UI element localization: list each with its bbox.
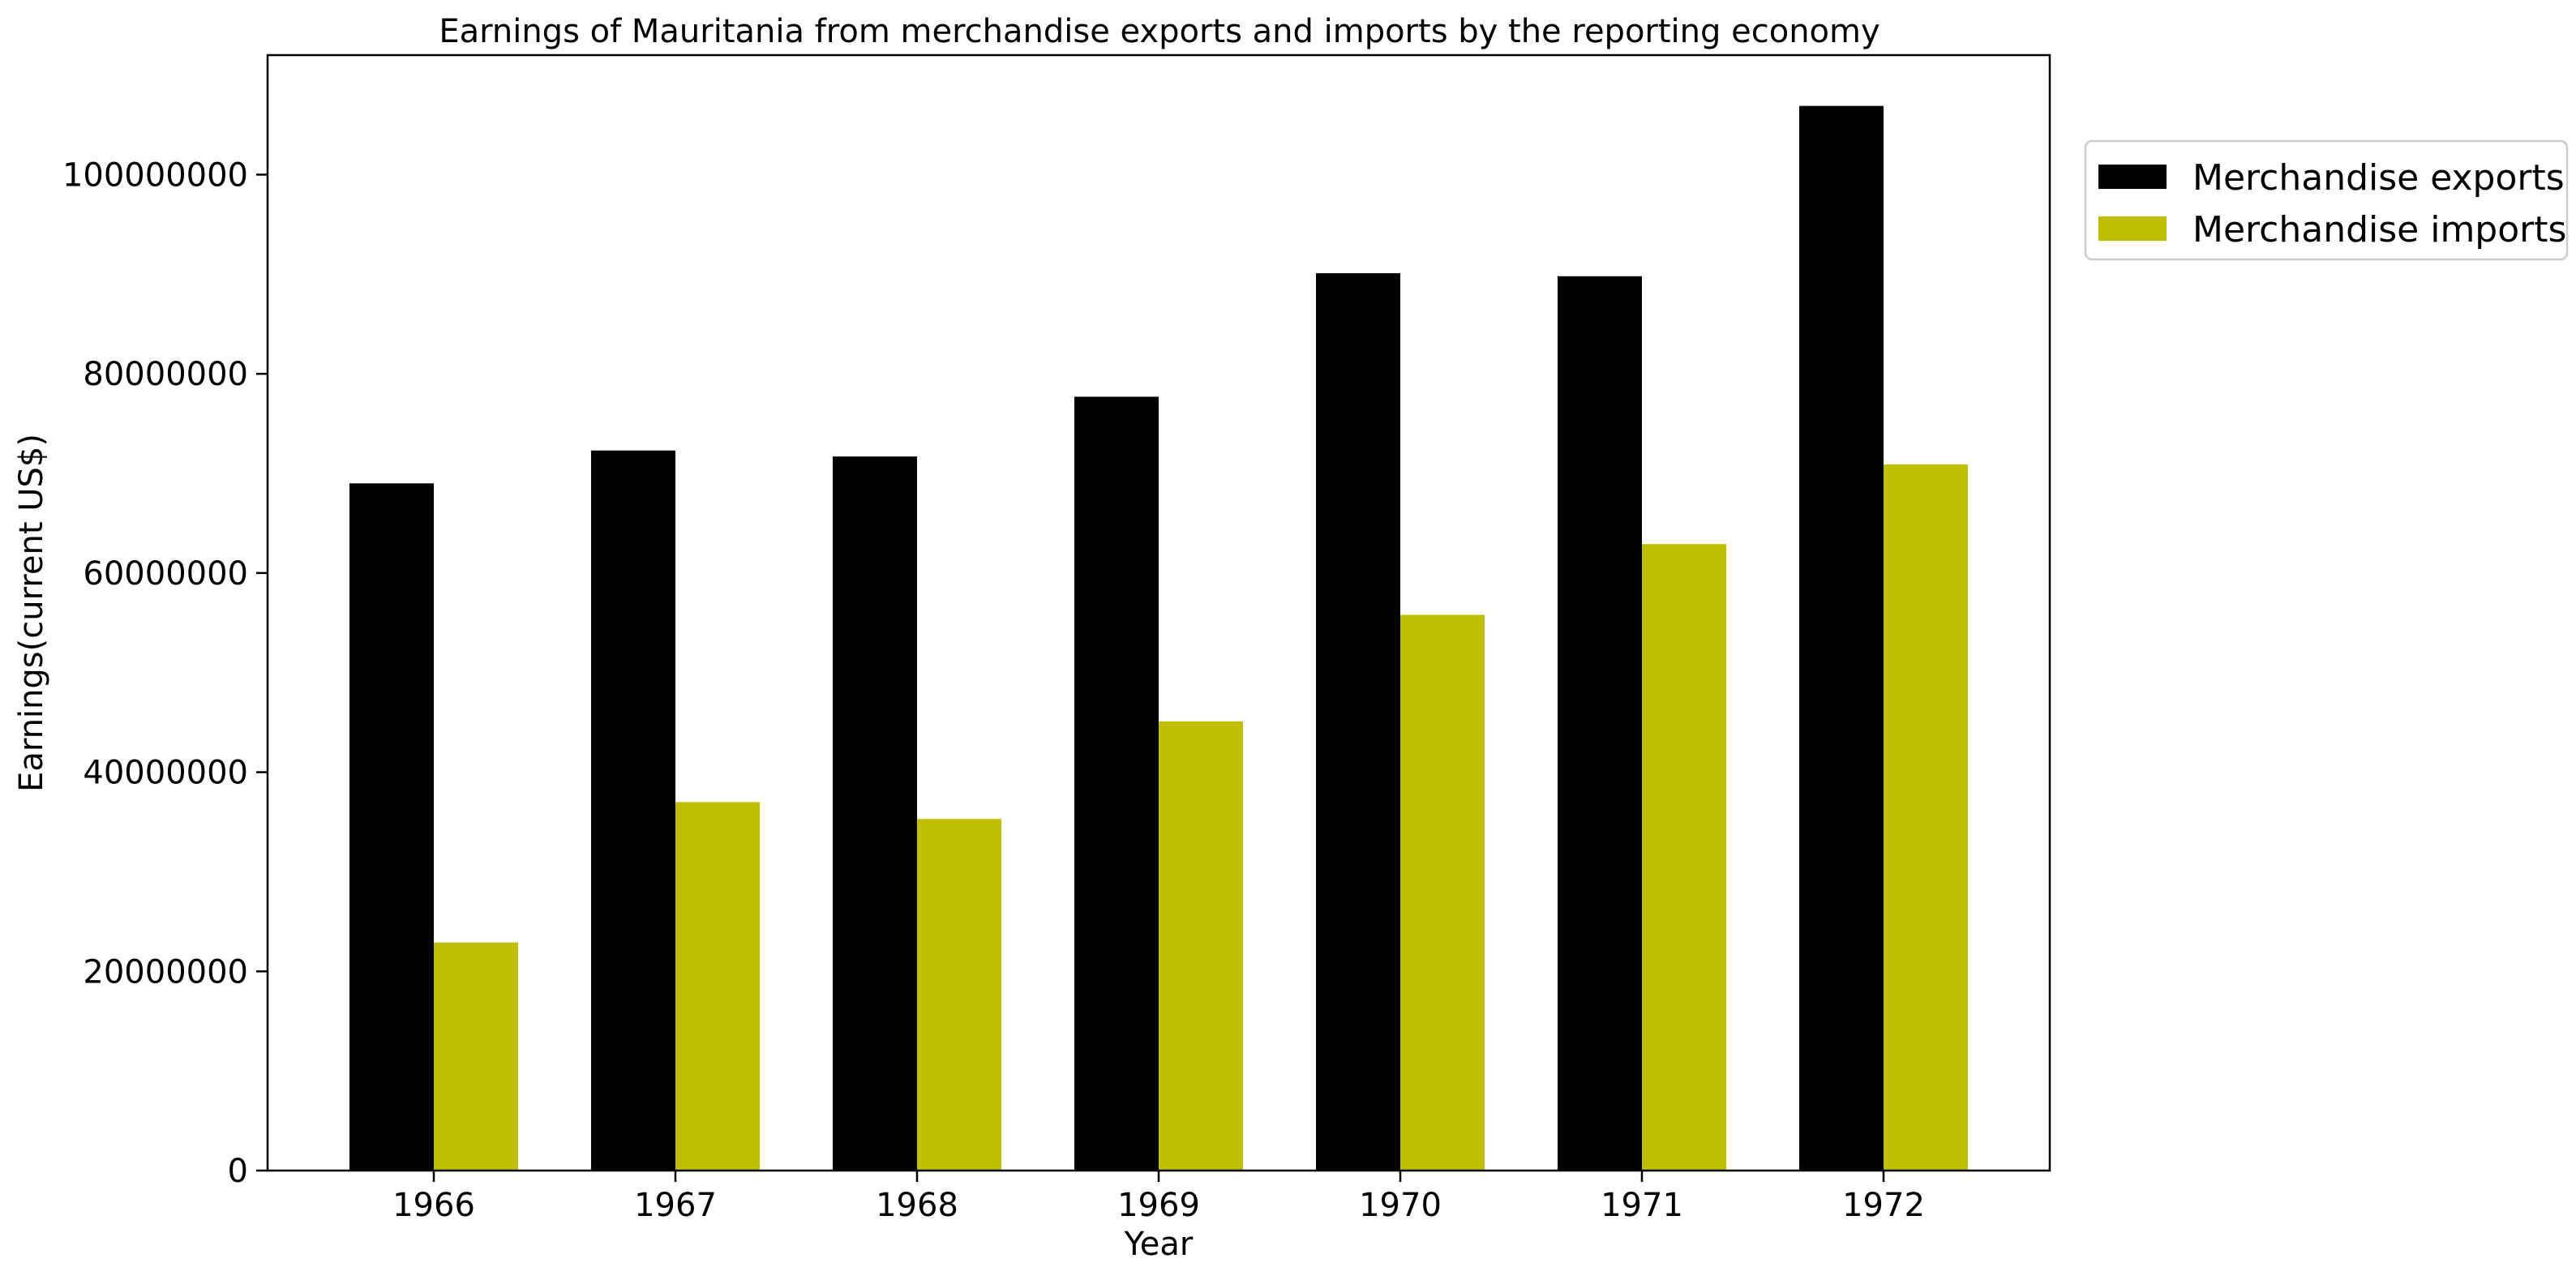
imports-bar-1966: [434, 942, 518, 1171]
exports-bar-1969: [1074, 396, 1159, 1171]
x-tick-label: 1970: [1359, 1187, 1442, 1224]
exports-bar-1966: [349, 483, 434, 1171]
imports-bar-1969: [1159, 721, 1243, 1171]
y-tick-label: 100000000: [62, 156, 248, 194]
x-tick-label: 1966: [392, 1187, 475, 1224]
x-tick-label: 1972: [1842, 1187, 1925, 1224]
x-tick-label: 1968: [876, 1187, 958, 1224]
y-tick-label: 80000000: [83, 356, 248, 393]
y-tick-label: 60000000: [83, 555, 248, 593]
exports-bar-1967: [591, 450, 675, 1171]
y-tick-label: 20000000: [83, 953, 248, 991]
x-axis-ticks: 1966 1967 1968 1969 1970 1971 1972: [392, 1171, 1925, 1224]
x-tick-label: 1969: [1117, 1187, 1200, 1224]
y-axis-ticks: 0 20000000 40000000 60000000 80000000 1000000…: [62, 156, 268, 1190]
y-tick-label: 40000000: [83, 755, 248, 792]
exports-bar-1968: [833, 456, 917, 1171]
chart-title: Earnings of Mauritania from merchandise …: [439, 13, 1879, 50]
exports-bar-1970: [1316, 273, 1400, 1171]
imports-bar-1968: [917, 819, 1001, 1171]
x-tick-label: 1971: [1601, 1187, 1683, 1224]
imports-bar-1967: [675, 802, 760, 1171]
y-tick-label: 0: [228, 1153, 248, 1190]
legend-box: [2084, 139, 2569, 261]
legend: Merchandise exports Merchandise imports: [2084, 139, 2569, 261]
imports-bar-1971: [1642, 544, 1726, 1171]
legend-swatch: [2098, 216, 2167, 241]
x-tick-label: 1967: [634, 1187, 717, 1224]
legend-label: Merchandise exports: [2192, 157, 2565, 199]
imports-bar-1972: [1884, 464, 1968, 1171]
x-axis-label: Year: [1124, 1226, 1194, 1263]
imports-bar-1970: [1400, 614, 1485, 1171]
exports-bar-1972: [1799, 105, 1884, 1171]
legend-swatch: [2098, 165, 2167, 189]
legend-label: Merchandise imports: [2192, 209, 2566, 250]
y-axis-label: Earnings(current US$): [13, 434, 50, 792]
exports-bar-1971: [1558, 276, 1642, 1171]
bars-layer: [349, 105, 1968, 1171]
